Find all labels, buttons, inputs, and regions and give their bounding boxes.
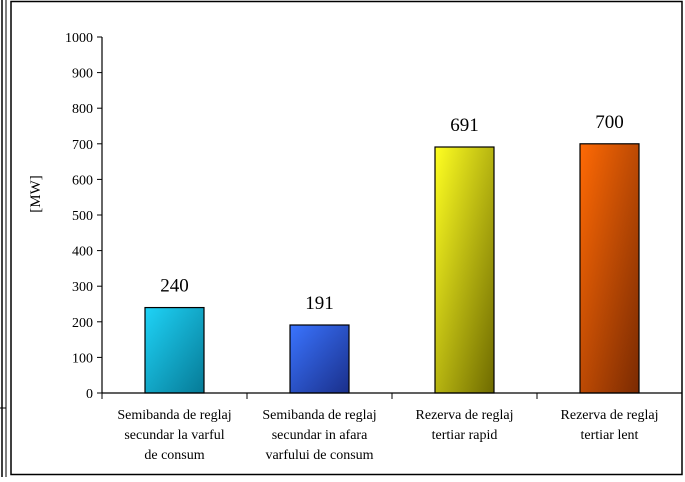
bar-4 — [579, 143, 640, 394]
y-tick-label: 400 — [72, 245, 93, 260]
data-label-3: 691 — [450, 115, 479, 136]
y-tick-label: 900 — [72, 67, 93, 82]
category-label-2: Semibanda de reglaj secundar in afara varf… — [262, 408, 376, 463]
y-tick-label: 300 — [72, 280, 93, 295]
bar-1 — [144, 306, 205, 394]
y-tick-label: 800 — [72, 102, 93, 117]
y-tick-label: 200 — [72, 316, 93, 331]
category-label-3: Rezerva de reglaj tertiar rapid — [416, 408, 514, 443]
y-tick-label: 600 — [72, 173, 93, 188]
y-tick-label: 700 — [72, 138, 93, 153]
category-label-1: Semibanda de reglaj secundar la varful de … — [117, 408, 231, 463]
data-label-2: 191 — [305, 293, 334, 314]
outer-border — [10, 0, 683, 476]
bar-2 — [289, 324, 350, 394]
y-tick-label: 0 — [86, 387, 93, 402]
y-tick-label: 100 — [72, 351, 93, 366]
category-label-4: Rezerva de reglaj tertiar lent — [561, 408, 659, 443]
y-tick-label: 500 — [72, 209, 93, 224]
y-tick-label: 1000 — [65, 31, 93, 46]
data-label-1: 240 — [160, 276, 189, 297]
y-axis-title: [MW] — [28, 175, 44, 213]
data-label-4: 700 — [595, 112, 624, 133]
bar-3 — [434, 146, 495, 394]
